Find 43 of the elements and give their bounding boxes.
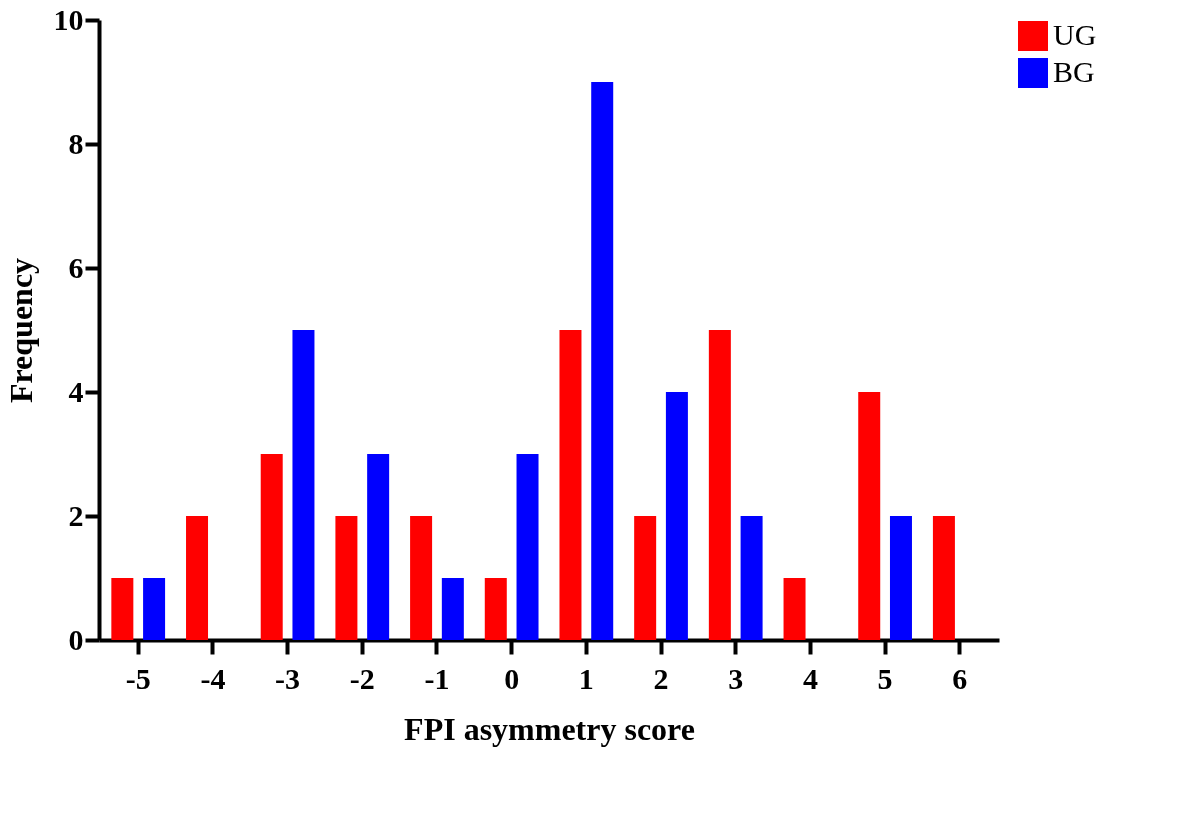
legend-label: UG: [1053, 18, 1097, 51]
bar: [186, 516, 209, 640]
bar: [932, 516, 955, 640]
x-tick-label: -1: [424, 661, 450, 695]
legend-label: BG: [1053, 55, 1095, 88]
x-tick-label: -5: [125, 661, 151, 695]
bar: [143, 578, 166, 640]
x-tick-label: 0: [504, 661, 520, 695]
bar: [634, 516, 657, 640]
bar: [335, 516, 358, 640]
bar: [367, 454, 390, 640]
bar: [260, 454, 283, 640]
y-tick-label: 10: [53, 2, 84, 36]
y-tick-label: 4: [68, 374, 84, 408]
y-tick-label: 0: [68, 622, 84, 656]
bar: [410, 516, 433, 640]
x-tick-label: -2: [349, 661, 375, 695]
bar: [889, 516, 912, 640]
bar: [484, 578, 507, 640]
bar: [111, 578, 134, 640]
x-tick-label: 2: [653, 661, 669, 695]
y-tick-label: 2: [68, 498, 84, 532]
x-tick-label: 5: [877, 661, 893, 695]
y-axis-title: Frequency: [2, 257, 39, 404]
y-tick-label: 6: [68, 250, 84, 284]
bar: [783, 578, 806, 640]
bar: [292, 330, 315, 640]
bar: [708, 330, 731, 640]
bar: [591, 82, 614, 640]
x-tick-label: -4: [200, 661, 226, 695]
x-tick-label: -3: [275, 661, 301, 695]
bar: [858, 392, 881, 640]
x-tick-label: 1: [578, 661, 594, 695]
x-tick-label: 4: [802, 661, 818, 695]
x-axis-title: FPI asymmetry score: [404, 710, 695, 747]
bar: [516, 454, 539, 640]
y-tick-label: 8: [68, 126, 84, 160]
x-tick-label: 6: [952, 661, 968, 695]
bar: [740, 516, 763, 640]
bar: [441, 578, 464, 640]
bar: [665, 392, 688, 640]
x-tick-label: 3: [728, 661, 744, 695]
bar: [559, 330, 582, 640]
